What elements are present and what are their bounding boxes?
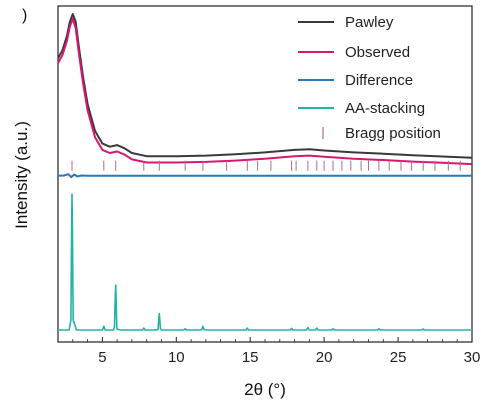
series-line-difference bbox=[57, 173, 472, 179]
legend-label-pawley: Pawley bbox=[345, 14, 394, 31]
x-tick-label: 15 bbox=[242, 349, 259, 366]
x-axis-ticks: 5 10 15 20 25 30 bbox=[57, 337, 481, 366]
legend-label-bragg: Bragg position bbox=[345, 125, 441, 142]
legend-label-difference: Difference bbox=[345, 72, 413, 89]
legend-label-observed: Observed bbox=[345, 44, 410, 61]
x-tick-label: 5 bbox=[98, 349, 106, 366]
panel-letter: ) bbox=[22, 7, 27, 24]
x-axis-label: 2θ (°) bbox=[244, 380, 286, 399]
series-line-pawley bbox=[57, 13, 473, 159]
series-layer bbox=[57, 13, 473, 331]
x-tick-label: 20 bbox=[316, 349, 333, 366]
legend-label-aa-stacking: AA-stacking bbox=[345, 100, 425, 117]
x-tick-label: 10 bbox=[168, 349, 185, 366]
x-tick-label: 30 bbox=[464, 349, 481, 366]
legend: Pawley Observed Difference AA-stacking B… bbox=[298, 14, 441, 142]
series-line-aa-stacking bbox=[58, 193, 472, 331]
series-line-observed bbox=[57, 17, 473, 166]
x-tick-label: 25 bbox=[390, 349, 407, 366]
y-axis-label: Intensity (a.u.) bbox=[12, 121, 31, 229]
